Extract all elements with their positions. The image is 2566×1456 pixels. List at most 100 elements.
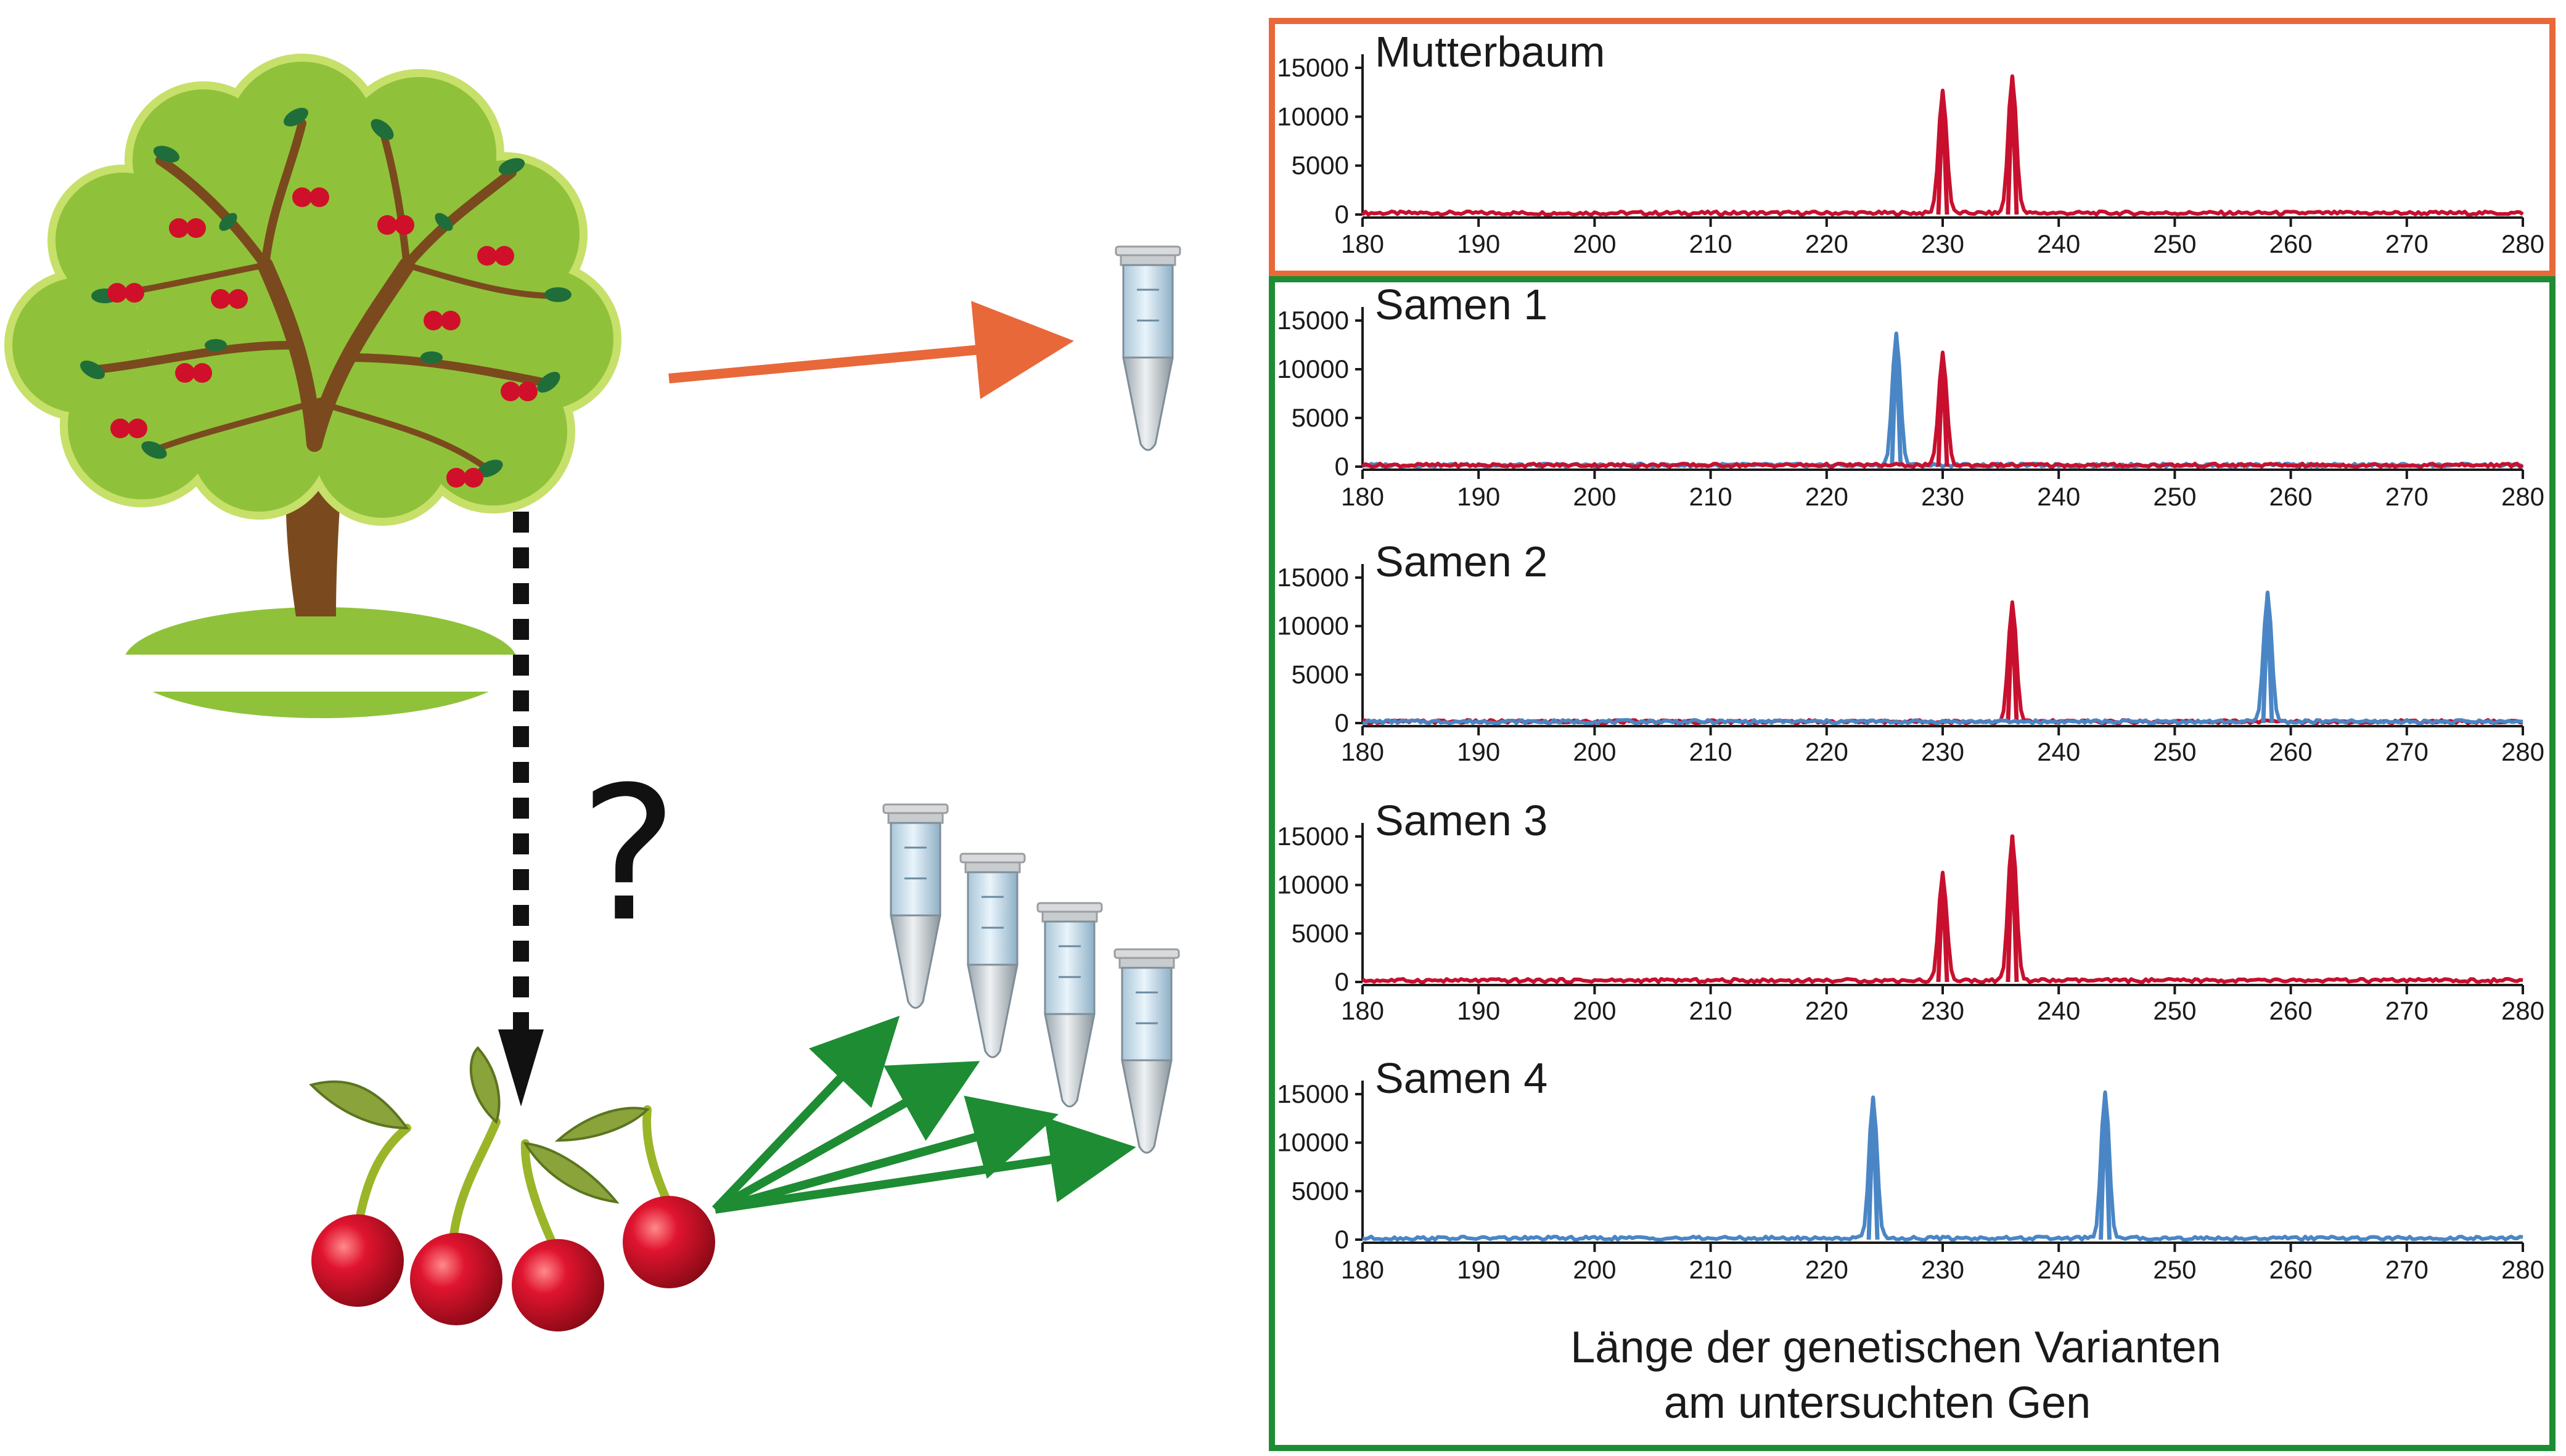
y-tick-label: 15000 xyxy=(1277,53,1349,82)
x-tick-label: 180 xyxy=(1341,737,1384,766)
x-tick-label: 220 xyxy=(1805,1255,1848,1284)
x-tick-label: 260 xyxy=(2269,737,2313,766)
x-axis-caption-line2: am untersuchten Gen xyxy=(1664,1378,2091,1428)
x-tick-label: 270 xyxy=(2385,1255,2429,1284)
x-tick-label: 210 xyxy=(1689,737,1732,766)
x-tick-label: 270 xyxy=(2385,737,2429,766)
x-tick-label: 210 xyxy=(1689,1255,1732,1284)
chart-panel-3: Samen 2 0 5000 10000 15000 180 190 200 210 220 230… xyxy=(1277,538,2544,766)
peak-red-236 xyxy=(2006,602,2019,724)
x-tick-label: 240 xyxy=(2037,1255,2080,1284)
x-tick-label: 200 xyxy=(1573,1255,1616,1284)
chart-panel-5: Samen 4 0 5000 10000 15000 180 190 200 210 220 230… xyxy=(1277,1054,2544,1284)
y-tick-label: 10000 xyxy=(1277,102,1349,131)
peak-red-230 xyxy=(1936,352,1949,467)
peak-red-236 xyxy=(2006,834,2019,983)
x-tick-label: 260 xyxy=(2269,229,2313,258)
x-tick-label: 260 xyxy=(2269,996,2313,1025)
peak-red-236 xyxy=(2006,75,2019,215)
x-tick-label: 210 xyxy=(1689,229,1732,258)
y-tick-label: 5000 xyxy=(1292,151,1349,180)
x-tick-label: 250 xyxy=(2153,1255,2196,1284)
x-tick-label: 280 xyxy=(2501,482,2544,511)
mother-tree-frame xyxy=(1269,18,2556,277)
seed-tube-icon-4 xyxy=(1113,948,1180,1154)
chart-panel-1: Mutterbaum 0 5000 10000 15000 180 190 200 210 220… xyxy=(1277,28,2544,258)
x-tick-label: 280 xyxy=(2501,737,2544,766)
y-tick-label: 0 xyxy=(1335,452,1349,481)
series-trace-red xyxy=(1361,834,2523,984)
x-tick-label: 280 xyxy=(2501,996,2544,1025)
x-tick-label: 230 xyxy=(1921,229,1964,258)
peak-blue-258 xyxy=(2261,592,2274,724)
cherry-tree-icon xyxy=(0,54,621,718)
seed-sample-arrows xyxy=(711,1015,1136,1214)
x-tick-label: 210 xyxy=(1689,996,1732,1025)
y-tick-label: 5000 xyxy=(1292,918,1349,947)
x-tick-label: 180 xyxy=(1341,229,1384,258)
x-tick-label: 280 xyxy=(2501,229,2544,258)
series-trace-blue xyxy=(1362,591,2523,726)
x-tick-label: 200 xyxy=(1573,996,1616,1025)
y-tick-label: 0 xyxy=(1335,200,1349,229)
series-trace-red xyxy=(1361,350,2524,469)
x-tick-label: 230 xyxy=(1921,482,1964,511)
x-tick-label: 200 xyxy=(1573,482,1616,511)
y-tick-label: 5000 xyxy=(1292,1176,1349,1205)
peak-blue-224 xyxy=(1866,1097,1880,1240)
y-tick-label: 0 xyxy=(1335,1225,1349,1254)
chart-group: Mutterbaum 0 5000 10000 15000 180 190 200 210 220… xyxy=(1277,28,2544,1284)
x-tick-label: 270 xyxy=(2385,482,2429,511)
x-tick-label: 190 xyxy=(1457,1255,1500,1284)
seed-frame xyxy=(1269,276,2556,1451)
chart-title: Samen 4 xyxy=(1375,1054,1547,1102)
x-tick-label: 180 xyxy=(1341,1255,1384,1284)
y-tick-label: 15000 xyxy=(1277,822,1349,851)
x-tick-label: 190 xyxy=(1457,482,1500,511)
x-tick-label: 260 xyxy=(2269,482,2313,511)
x-tick-label: 180 xyxy=(1341,996,1384,1025)
x-tick-label: 180 xyxy=(1341,482,1384,511)
x-tick-label: 200 xyxy=(1573,229,1616,258)
mother-tube-icon xyxy=(1115,245,1181,451)
x-tick-label: 190 xyxy=(1457,996,1500,1025)
x-tick-label: 270 xyxy=(2385,229,2429,258)
x-tick-label: 190 xyxy=(1457,229,1500,258)
y-tick-label: 15000 xyxy=(1277,1079,1349,1108)
chart-title: Mutterbaum xyxy=(1375,28,1605,76)
x-tick-label: 230 xyxy=(1921,737,1964,766)
x-tick-label: 190 xyxy=(1457,737,1500,766)
x-tick-label: 250 xyxy=(2153,737,2196,766)
x-tick-label: 250 xyxy=(2153,482,2196,511)
x-tick-label: 200 xyxy=(1573,737,1616,766)
x-tick-label: 230 xyxy=(1921,996,1964,1025)
chart-title: Samen 1 xyxy=(1375,280,1547,329)
chart-title: Samen 2 xyxy=(1375,538,1547,586)
x-tick-label: 250 xyxy=(2153,996,2196,1025)
x-tick-label: 240 xyxy=(2037,482,2080,511)
x-tick-label: 240 xyxy=(2037,996,2080,1025)
y-tick-label: 0 xyxy=(1335,708,1349,737)
chart-panel-2: Samen 1 0 5000 10000 15000 180 190 200 210 220 230… xyxy=(1277,280,2544,511)
x-axis-caption-line1: Länge der genetischen Varianten xyxy=(1570,1323,2221,1372)
x-tick-label: 220 xyxy=(1805,482,1848,511)
seed-tube-icon-2 xyxy=(959,853,1026,1058)
y-tick-label: 10000 xyxy=(1277,611,1349,640)
x-tick-label: 240 xyxy=(2037,229,2080,258)
x-tick-label: 280 xyxy=(2501,1255,2544,1284)
x-tick-label: 220 xyxy=(1805,737,1848,766)
x-tick-label: 240 xyxy=(2037,737,2080,766)
x-tick-label: 250 xyxy=(2153,229,2196,258)
y-tick-label: 0 xyxy=(1335,967,1349,996)
inheritance-arrow-head xyxy=(498,1029,544,1106)
y-tick-label: 10000 xyxy=(1277,1128,1349,1157)
y-tick-label: 10000 xyxy=(1277,354,1349,383)
mother-sample-arrow xyxy=(668,301,1074,399)
series-trace-red xyxy=(1362,600,2523,726)
chart-title: Samen 3 xyxy=(1375,796,1547,845)
x-tick-label: 270 xyxy=(2385,996,2429,1025)
y-tick-label: 5000 xyxy=(1292,660,1349,689)
seed-tube-icon-3 xyxy=(1036,902,1103,1108)
cherries-icon xyxy=(309,1046,715,1331)
x-tick-label: 260 xyxy=(2269,1255,2313,1284)
